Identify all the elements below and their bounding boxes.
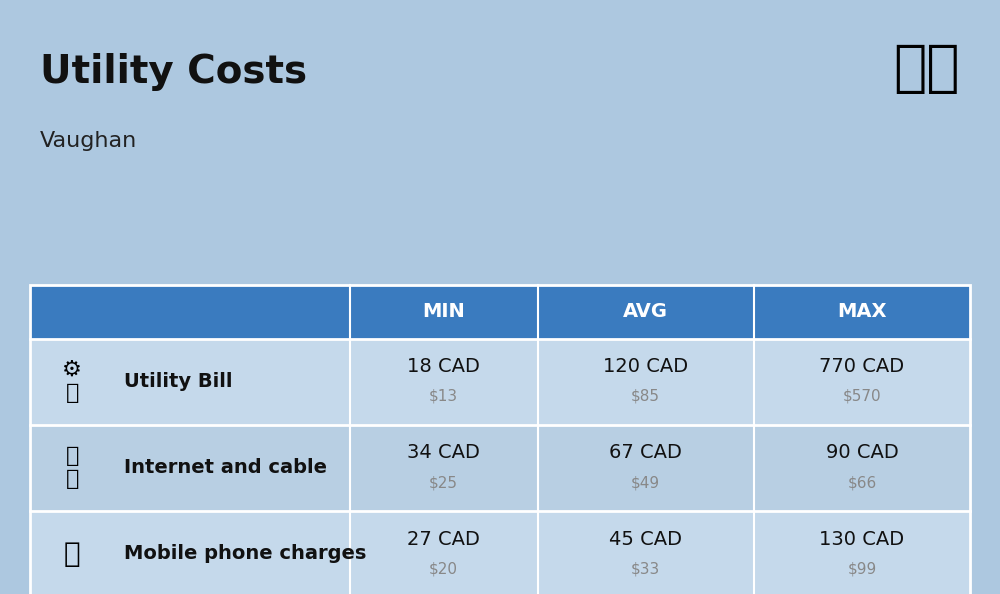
Text: $33: $33 <box>631 561 660 576</box>
FancyBboxPatch shape <box>30 511 970 594</box>
Text: MIN: MIN <box>422 302 465 321</box>
Text: $20: $20 <box>429 561 458 576</box>
Text: $85: $85 <box>631 389 660 404</box>
Text: 27 CAD: 27 CAD <box>407 530 480 548</box>
Text: $99: $99 <box>847 561 877 576</box>
Text: 📶
🖨️: 📶 🖨️ <box>66 446 79 489</box>
FancyBboxPatch shape <box>30 285 970 339</box>
Text: 34 CAD: 34 CAD <box>407 444 480 462</box>
FancyBboxPatch shape <box>30 339 970 425</box>
Text: Mobile phone charges: Mobile phone charges <box>124 545 366 563</box>
Text: 18 CAD: 18 CAD <box>407 358 480 376</box>
Text: $49: $49 <box>631 475 660 490</box>
Text: Utility Bill: Utility Bill <box>124 372 232 391</box>
Text: 90 CAD: 90 CAD <box>826 444 898 462</box>
Text: Utility Costs: Utility Costs <box>40 53 307 91</box>
Text: AVG: AVG <box>623 302 668 321</box>
Text: 770 CAD: 770 CAD <box>819 358 904 376</box>
Text: $25: $25 <box>429 475 458 490</box>
Text: 67 CAD: 67 CAD <box>609 444 682 462</box>
Text: MAX: MAX <box>837 302 887 321</box>
Text: 45 CAD: 45 CAD <box>609 530 682 548</box>
Text: Vaughan: Vaughan <box>40 131 137 151</box>
Text: 📱: 📱 <box>64 540 81 568</box>
Text: $13: $13 <box>429 389 458 404</box>
Text: 🇨🇦: 🇨🇦 <box>894 42 960 96</box>
FancyBboxPatch shape <box>30 425 970 511</box>
Text: Internet and cable: Internet and cable <box>124 459 327 477</box>
Text: $570: $570 <box>843 389 881 404</box>
Text: 120 CAD: 120 CAD <box>603 358 688 376</box>
Text: ⚙️
🔌: ⚙️ 🔌 <box>62 360 82 403</box>
Text: $66: $66 <box>847 475 877 490</box>
Text: 130 CAD: 130 CAD <box>819 530 904 548</box>
